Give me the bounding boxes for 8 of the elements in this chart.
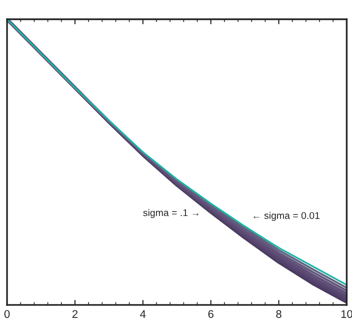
x-tick-label: 6 [208,310,214,318]
x-tick-label: 8 [276,310,282,318]
x-tick-label: 0 [4,310,10,318]
x-tick-label: 2 [72,310,78,318]
x-tick-label: 10 [341,310,352,318]
x-tick-label: 4 [140,310,146,318]
annotation: sigma = .1 → [143,209,198,218]
annotation: ← sigma = 0.01 [254,212,320,221]
